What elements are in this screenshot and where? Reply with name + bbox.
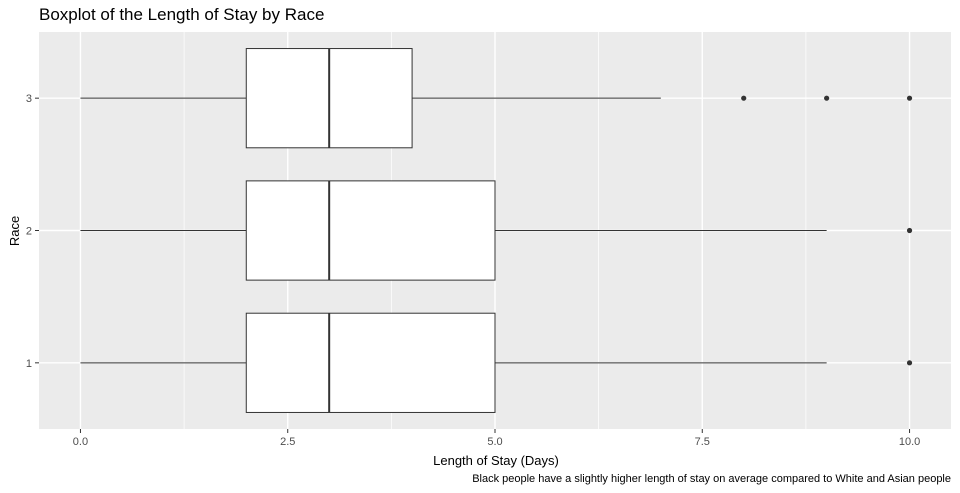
y-tick-label: 2 — [26, 226, 32, 238]
outlier-point — [824, 95, 830, 101]
x-tick-label: 2.5 — [280, 436, 295, 448]
box-group-race-2 — [80, 180, 913, 281]
x-axis-title: Length of Stay (Days) — [433, 453, 559, 468]
y-axis: 1 2 3 — [26, 93, 39, 370]
outlier-point — [906, 95, 913, 101]
y-tick-label: 1 — [26, 358, 32, 370]
x-axis: 0.0 2.5 5.0 7.5 10.0 — [73, 429, 920, 448]
outlier-point — [741, 95, 747, 101]
x-tick-label: 0.0 — [73, 436, 88, 448]
box — [245, 312, 496, 413]
y-tick-label: 3 — [26, 93, 32, 105]
x-tick-label: 7.5 — [695, 436, 710, 448]
box — [245, 180, 496, 281]
outlier-point — [906, 227, 913, 234]
box-group-race-1 — [80, 312, 913, 413]
outlier-point — [906, 360, 913, 366]
chart-caption: Black people have a slightly higher leng… — [472, 473, 951, 485]
x-tick-label: 5.0 — [487, 436, 502, 448]
boxes-layer — [80, 48, 913, 413]
x-tick-label: 10.0 — [899, 436, 920, 448]
box-group-race-3 — [80, 48, 913, 149]
chart-title: Boxplot of the Length of Stay by Race — [39, 5, 325, 24]
y-axis-title: Race — [7, 216, 22, 246]
